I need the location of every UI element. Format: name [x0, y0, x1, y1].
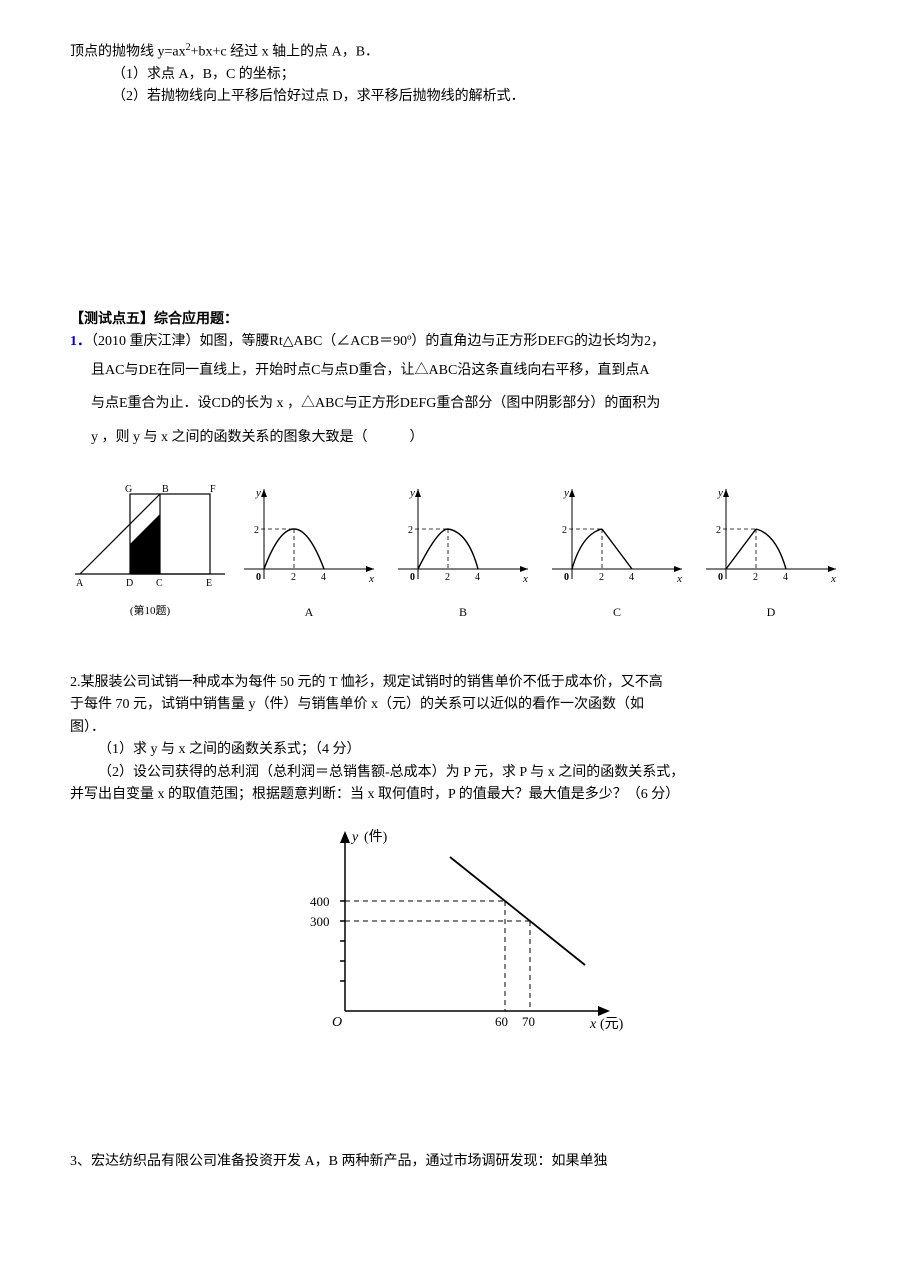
lbl-C: C	[156, 578, 163, 589]
lbl-G: G	[125, 484, 132, 495]
xtick-60: 60	[495, 1014, 508, 1029]
svg-text:y: y	[563, 487, 569, 499]
p2-q1: （1）求 y 与 x 之间的函数关系式；（4 分）	[70, 739, 850, 761]
svg-text:y: y	[255, 487, 261, 499]
lbl-F: F	[210, 484, 216, 495]
p2-q2a: （2）设公司获得的总利润（总利润＝总销售额-总成本）为 P 元，求 P 与 x …	[70, 762, 850, 784]
lbl-E: E	[206, 578, 212, 589]
top-line1-mid: +bx+c 经过 x 轴上的点 A，B．	[191, 45, 379, 60]
svg-text:4: 4	[475, 572, 480, 583]
option-b: y x 2 2 4 0 B	[388, 484, 538, 622]
problem1-body: 且AC与DE在同一直线上，开始时点C与点D重合，让△ABC沿这条直线向右平移，直…	[70, 354, 850, 455]
p1-l4: y ，则 y 与 x 之间的函数关系的图象大致是（ ）	[91, 421, 850, 455]
svg-text:0: 0	[256, 572, 261, 583]
svg-text:4: 4	[783, 572, 788, 583]
problem1-line1: 1．（2010 重庆江津）如图，等腰Rt△ABC（∠ACB＝90º）的直角边与正…	[70, 331, 850, 353]
p1-num: 1．	[70, 334, 91, 349]
svg-text:2: 2	[408, 525, 413, 536]
ytick-300: 300	[310, 914, 330, 929]
optA-label: A	[234, 603, 384, 622]
top-q1: （1）求点 A，B，C 的坐标；	[70, 64, 850, 86]
svg-text:0: 0	[410, 572, 415, 583]
ytick-400: 400	[310, 894, 330, 909]
svg-text:4: 4	[321, 572, 326, 583]
svg-text:x: x	[368, 573, 374, 585]
lbl-D: D	[126, 578, 133, 589]
svg-text:(件): (件)	[364, 829, 388, 845]
p2-l2: 于每件 70 元，试销中销售量 y（件）与销售单价 x（元）的关系可以近似的看作…	[70, 694, 850, 716]
p2-chart: y (件) x (元) 400 300 60 70 O	[70, 821, 850, 1031]
svg-text:y: y	[350, 830, 359, 845]
svg-text:2: 2	[753, 572, 758, 583]
svg-text:2: 2	[562, 525, 567, 536]
svg-text:(元): (元)	[600, 1017, 624, 1031]
option-c: y x 2 2 4 0 C	[542, 484, 692, 622]
p1-src: （2010 重庆江津）	[91, 334, 200, 349]
p2-l3: 图）．	[70, 717, 850, 739]
optD-label: D	[696, 603, 846, 622]
top-para-line1: 顶点的抛物线 y=ax2+bx+c 经过 x 轴上的点 A，B．	[70, 40, 850, 64]
svg-text:2: 2	[445, 572, 450, 583]
p3-l1: 3、宏达纺织品有限公司准备投资开发 A，B 两种新产品，通过市场调研发现：如果单…	[70, 1151, 850, 1173]
svg-text:2: 2	[716, 525, 721, 536]
svg-text:x: x	[589, 1017, 597, 1031]
xtick-70: 70	[522, 1014, 535, 1029]
svg-text:2: 2	[599, 572, 604, 583]
section5-title: 【测试点五】综合应用题：	[70, 309, 850, 331]
p2-q2b: 并写出自变量 x 的取值范围；根据题意判断：当 x 取何值时，P 的值最大？最大…	[70, 784, 850, 806]
p1-l2: 且AC与DE在同一直线上，开始时点C与点D重合，让△ABC沿这条直线向右平移，直…	[91, 354, 850, 388]
optB-label: B	[388, 603, 538, 622]
p2-l1: 2.某服装公司试销一种成本为每件 50 元的 T 恤衫，规定试销时的销售单价不低…	[70, 672, 850, 694]
svg-text:2: 2	[291, 572, 296, 583]
option-d: y x 2 2 4 0 D	[696, 484, 846, 622]
svg-text:y: y	[409, 487, 415, 499]
lbl-A: A	[76, 578, 84, 589]
p1-l1: 如图，等腰Rt△ABC（∠ACB＝90º）的直角边与正方形DEFG的边长均为2，	[200, 334, 665, 349]
top-q2: （2）若抛物线向上平移后恰好过点 D，求平移后抛物线的解析式．	[70, 86, 850, 108]
option-a: y x 2 2 4 0 A	[234, 484, 384, 622]
origin-O: O	[332, 1015, 342, 1030]
svg-text:0: 0	[564, 572, 569, 583]
p1-l3: 与点E重合为止．设CD的长为 x ，△ABC与正方形DEFG重合部分（图中阴影部…	[91, 387, 850, 421]
svg-text:x: x	[676, 573, 682, 585]
svg-text:x: x	[522, 573, 528, 585]
svg-text:4: 4	[629, 572, 634, 583]
top-line1-pre: 顶点的抛物线 y=ax	[70, 45, 186, 60]
geom-figure: G B F A D C E (第10题)	[70, 484, 230, 620]
svg-text:x: x	[830, 573, 836, 585]
lbl-B: B	[162, 484, 169, 495]
svg-text:0: 0	[718, 572, 723, 583]
figures-row: G B F A D C E (第10题) y x	[70, 484, 850, 622]
svg-text:2: 2	[254, 525, 259, 536]
svg-text:y: y	[717, 487, 723, 499]
optC-label: C	[542, 603, 692, 622]
geom-caption: (第10题)	[70, 603, 230, 621]
